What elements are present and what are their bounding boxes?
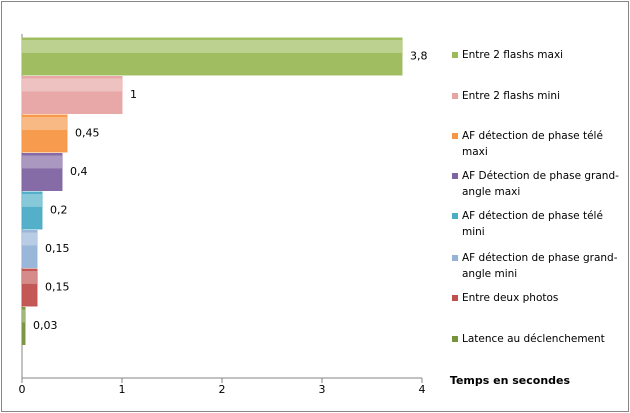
data-label: 0,2 xyxy=(50,204,68,217)
bar xyxy=(21,191,43,230)
legend-swatch xyxy=(452,173,458,179)
legend-swatch xyxy=(452,336,458,342)
data-label: 1 xyxy=(130,88,137,101)
bar-shine xyxy=(22,117,67,130)
bar xyxy=(21,307,26,345)
bar-shine xyxy=(22,40,402,53)
data-label: 0,15 xyxy=(45,242,70,255)
x-tick-label: 3 xyxy=(319,383,326,396)
legend-entry: Latence au déclenchement xyxy=(452,331,627,347)
bar xyxy=(21,114,68,153)
legend-entry: Entre 2 flashs mini xyxy=(452,88,627,104)
bar-shine xyxy=(22,155,62,169)
x-tick-label: 1 xyxy=(119,383,126,396)
bar xyxy=(21,76,123,114)
x-tick-label: 4 xyxy=(419,383,426,396)
legend-label: AF détection de phase télé mini xyxy=(462,210,603,238)
legend-swatch xyxy=(452,295,458,301)
legend-label: AF détection de phase grand-angle mini xyxy=(462,252,618,280)
legend-entry: AF détection de phase grand-angle mini xyxy=(452,250,627,282)
legend-label: Entre 2 flashs maxi xyxy=(462,49,564,61)
legend-entry: Entre deux photos xyxy=(452,290,627,306)
x-axis-title: Temps en secondes xyxy=(450,374,571,387)
x-tick-label: 0 xyxy=(19,383,26,396)
legend-label: Entre deux photos xyxy=(462,292,559,304)
bar xyxy=(21,37,403,76)
data-label: 0,4 xyxy=(70,165,88,178)
legend-label: Entre 2 flashs mini xyxy=(462,90,561,102)
bar xyxy=(21,153,63,191)
legend-swatch xyxy=(452,255,458,261)
bar xyxy=(21,230,38,268)
bar xyxy=(21,268,38,307)
bar-shine xyxy=(22,194,42,207)
data-label: 0,45 xyxy=(75,127,100,140)
legend-swatch xyxy=(452,93,458,99)
legend-label: Latence au déclenchement xyxy=(462,333,605,345)
legend-label: AF Détection de phase grand-angle maxi xyxy=(462,170,619,198)
legend-swatch xyxy=(452,213,458,219)
legend-entry: AF détection de phase télé maxi xyxy=(452,128,627,160)
bar-shine xyxy=(22,309,25,323)
legend-swatch xyxy=(452,133,458,139)
legend-entry: AF détection de phase télé mini xyxy=(452,208,627,240)
legend-entry: AF Détection de phase grand-angle maxi xyxy=(452,168,627,200)
data-label: 3,8 xyxy=(410,50,428,63)
bar-shine xyxy=(22,232,37,246)
legend-swatch xyxy=(452,52,458,58)
x-tick-label: 2 xyxy=(219,383,226,396)
legend-label: AF détection de phase télé maxi xyxy=(462,130,603,158)
bar-shine xyxy=(22,78,122,92)
legend-entry: Entre 2 flashs maxi xyxy=(452,47,627,63)
bar-shine xyxy=(22,271,37,284)
data-label: 0,03 xyxy=(33,319,58,332)
data-label: 0,15 xyxy=(45,281,70,294)
